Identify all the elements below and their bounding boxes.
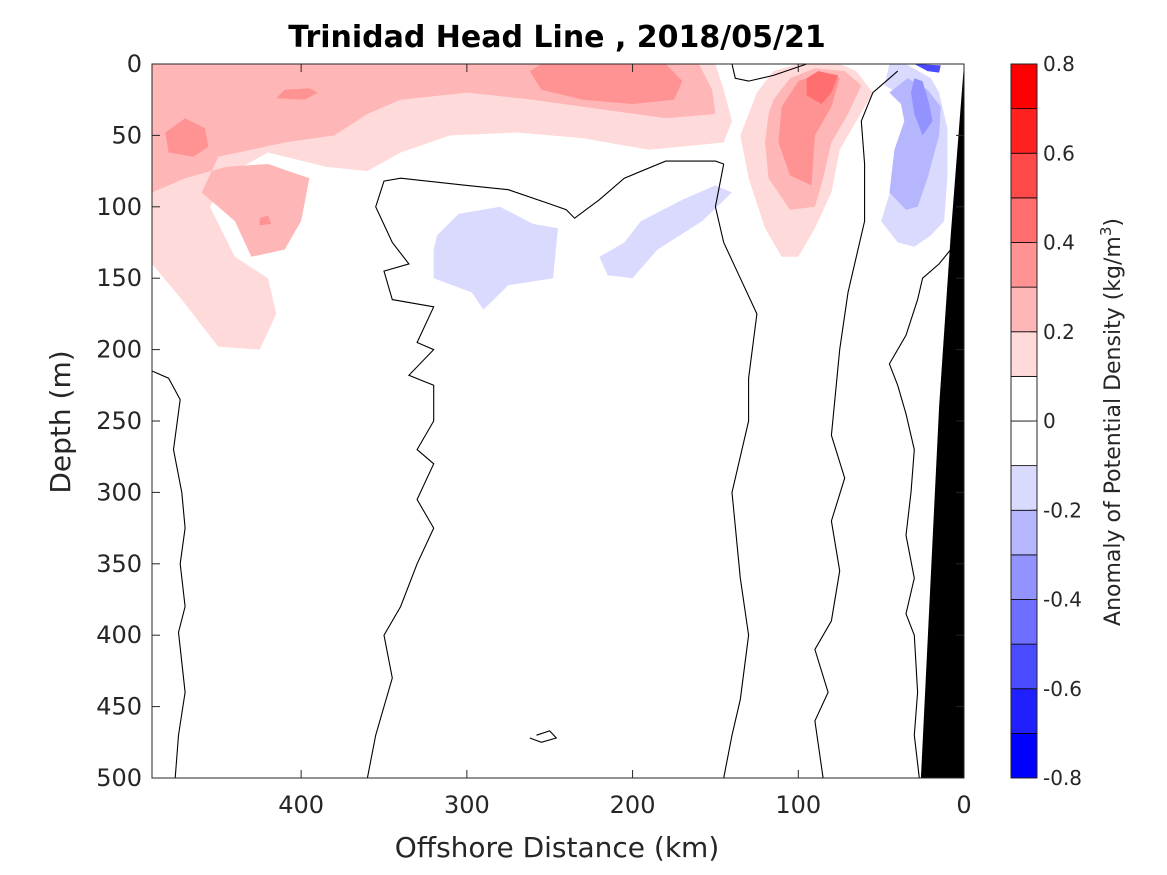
y-axis-label: Depth (m) bbox=[44, 350, 77, 493]
y-tick-label: 350 bbox=[96, 550, 142, 578]
colorbar-tick-label: -0.6 bbox=[1043, 677, 1082, 701]
colorbar-swatch bbox=[1010, 286, 1038, 333]
contour-fill-offshore-anomaly-0.3-b bbox=[276, 88, 318, 100]
contour-fill-offshore-negative-anomaly-a bbox=[433, 206, 558, 310]
x-tick-label: 400 bbox=[278, 791, 324, 819]
y-tick-label: 400 bbox=[96, 621, 142, 649]
y-tick-label: 450 bbox=[96, 693, 142, 721]
colorbar-swatch bbox=[1010, 108, 1038, 154]
contour-fill-nearshore-anomaly-0.3 bbox=[911, 78, 933, 136]
contour-fill-offshore-negative-anomaly-b bbox=[599, 185, 732, 279]
colorbar-swatch bbox=[1010, 152, 1038, 199]
y-tick-label: 250 bbox=[96, 407, 142, 435]
colorbar-tick-label: 0 bbox=[1043, 409, 1056, 433]
colorbar-tick-label: 0.8 bbox=[1043, 52, 1075, 76]
contour-line-nearshore-zero-contour bbox=[888, 249, 952, 779]
y-tick-label: 50 bbox=[111, 121, 142, 149]
y-tick-label: 100 bbox=[96, 193, 142, 221]
colorbar-swatch bbox=[1010, 331, 1038, 377]
colorbar-swatch bbox=[1010, 242, 1038, 288]
colorbar-tick-label: 0.6 bbox=[1043, 141, 1075, 165]
colorbar-swatch bbox=[1010, 465, 1038, 511]
y-tick-label: 200 bbox=[96, 336, 142, 364]
chart-title: Trinidad Head Line , 2018/05/21 bbox=[288, 20, 825, 55]
contour-fill-shelf-anomaly-0.4 bbox=[806, 71, 839, 104]
colorbar-tick-label: 0.4 bbox=[1043, 231, 1075, 255]
colorbar-label: Anomaly of Potential Density (kg/m3) bbox=[1097, 218, 1126, 626]
x-tick-label: 0 bbox=[956, 791, 971, 819]
colorbar-swatch bbox=[1010, 732, 1038, 779]
plot-area bbox=[151, 63, 965, 779]
colorbar-swatch bbox=[1010, 63, 1038, 110]
colorbar-swatch bbox=[1010, 599, 1038, 645]
colorbar-tick-label: -0.2 bbox=[1043, 498, 1082, 522]
contour-fill-offshore-anomaly-0.3-d bbox=[259, 215, 272, 226]
colorbar-tick-label: -0.8 bbox=[1043, 766, 1082, 790]
contour-line-central-zero-contour bbox=[366, 160, 724, 779]
colorbar-swatch bbox=[1010, 375, 1038, 422]
x-tick-label: 300 bbox=[444, 791, 490, 819]
y-tick-label: 500 bbox=[96, 764, 142, 792]
contour-fill-nearshore-anomaly-0.5 bbox=[914, 64, 941, 73]
colorbar-swatch bbox=[1010, 420, 1038, 467]
colorbar-swatch bbox=[1010, 554, 1038, 600]
x-axis-ticks: 400 300 200 100 0 bbox=[278, 64, 972, 819]
x-tick-label: 100 bbox=[775, 791, 821, 819]
contour-fill-offshore-anomaly-0.2 bbox=[152, 64, 716, 257]
y-tick-label: 300 bbox=[96, 478, 142, 506]
contour-fill-offshore-anomaly-0.3-a bbox=[165, 118, 209, 157]
colorbar-label-end: ) bbox=[1101, 218, 1126, 227]
bathymetry-seafloor bbox=[920, 64, 964, 778]
contour-line-shelf-zero-contour bbox=[814, 70, 899, 779]
colorbar-swatch bbox=[1010, 688, 1038, 734]
colorbar-label-main: Anomaly of Potential Density (kg/m bbox=[1101, 236, 1126, 626]
colorbar-tick-label: -0.4 bbox=[1043, 588, 1082, 612]
contour-line-deep-eddy-contour bbox=[529, 730, 558, 743]
colorbar: 0.8 0.6 0.4 0.2 0 -0.2 -0.4 -0.6 -0.8 bbox=[1010, 52, 1082, 790]
contour-line-inner-zero-contour bbox=[714, 163, 758, 779]
y-axis-ticks: 0 50 100 150 200 250 300 350 400 450 500 bbox=[96, 50, 964, 792]
x-tick-label: 200 bbox=[610, 791, 656, 819]
colorbar-tick-label: 0.2 bbox=[1043, 320, 1075, 344]
x-axis-label: Offshore Distance (km) bbox=[395, 831, 720, 864]
colorbar-swatch bbox=[1010, 643, 1038, 690]
contour-fill-shelf-anomaly-0.3 bbox=[778, 72, 840, 186]
contour-line-offshore-zero-contour bbox=[151, 370, 186, 779]
colorbar-swatch bbox=[1010, 197, 1038, 243]
y-tick-label: 0 bbox=[127, 50, 142, 78]
contour-fill-offshore-anomaly-0.3-c bbox=[529, 64, 683, 104]
colorbar-label-superscript: 3 bbox=[1097, 227, 1115, 237]
y-tick-label: 150 bbox=[96, 264, 142, 292]
contour-line-surface-zero-contour bbox=[731, 63, 807, 82]
colorbar-swatch bbox=[1010, 509, 1038, 556]
